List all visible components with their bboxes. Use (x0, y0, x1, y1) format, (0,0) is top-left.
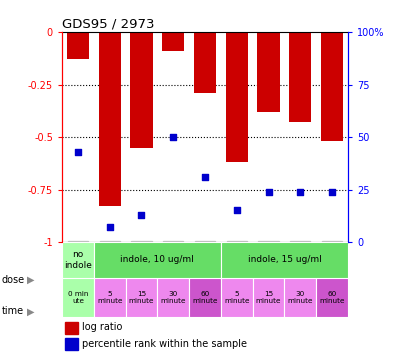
Text: time: time (2, 306, 24, 316)
Text: dose: dose (2, 275, 25, 285)
Bar (284, 278, 316, 317)
Bar (226, 32, 248, 162)
Bar (221, 242, 348, 278)
Text: log ratio: log ratio (82, 322, 122, 332)
Text: 30
minute: 30 minute (160, 291, 186, 304)
Bar (253, 278, 284, 317)
Text: no
indole: no indole (64, 250, 92, 270)
Text: ▶: ▶ (27, 306, 35, 316)
Bar (162, 32, 184, 51)
Bar (65, 322, 78, 333)
Bar (67, 32, 89, 59)
Text: ▶: ▶ (27, 275, 35, 285)
Point (329, 189, 335, 195)
Text: 15
minute: 15 minute (129, 291, 154, 304)
Text: 0 min
ute: 0 min ute (68, 291, 88, 304)
Bar (289, 32, 312, 122)
Bar (130, 32, 152, 147)
Point (202, 174, 208, 180)
Bar (316, 278, 348, 317)
Bar (258, 32, 280, 112)
Bar (98, 32, 121, 206)
Text: 60
minute: 60 minute (319, 291, 345, 304)
Point (138, 212, 145, 217)
Point (297, 189, 304, 195)
Point (75, 149, 81, 155)
Point (106, 225, 113, 230)
Bar (194, 32, 216, 93)
Bar (62, 278, 94, 317)
Bar (94, 242, 221, 278)
Text: 5
minute: 5 minute (224, 291, 250, 304)
Bar (126, 278, 157, 317)
Text: percentile rank within the sample: percentile rank within the sample (82, 339, 247, 349)
Bar (157, 278, 189, 317)
Text: 60
minute: 60 minute (192, 291, 218, 304)
Point (170, 134, 176, 140)
Text: indole, 15 ug/ml: indole, 15 ug/ml (248, 256, 321, 265)
Bar (94, 278, 126, 317)
Text: 30
minute: 30 minute (288, 291, 313, 304)
Bar (62, 242, 94, 278)
Text: indole, 10 ug/ml: indole, 10 ug/ml (120, 256, 194, 265)
Text: 15
minute: 15 minute (256, 291, 281, 304)
Bar (321, 32, 343, 141)
Bar (65, 338, 78, 350)
Text: 5
minute: 5 minute (97, 291, 122, 304)
Text: GDS95 / 2973: GDS95 / 2973 (62, 18, 154, 31)
Bar (221, 278, 253, 317)
Bar (189, 278, 221, 317)
Point (234, 208, 240, 213)
Point (265, 189, 272, 195)
